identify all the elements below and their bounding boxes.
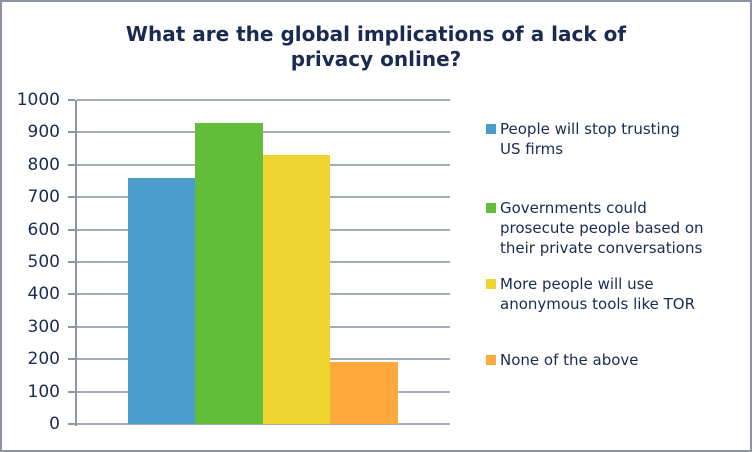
- chart-title: What are the global implications of a la…: [125, 22, 627, 71]
- y-axis-tick: [68, 196, 75, 199]
- legend-label: None of the above: [500, 351, 639, 369]
- y-axis-tick: [68, 423, 75, 425]
- y-axis-line: [75, 100, 77, 426]
- legend-item: Governments could prosecute people based…: [486, 198, 704, 258]
- bar-3: [262, 155, 331, 424]
- y-tick-label: 1000: [16, 90, 60, 110]
- legend-swatch: [486, 355, 496, 365]
- gridline: [77, 131, 450, 134]
- y-axis-tick: [68, 293, 75, 296]
- y-tick-label: 100: [27, 381, 60, 402]
- legend-swatch: [486, 203, 496, 213]
- legend-item: People will stop trusting US firms: [486, 119, 680, 159]
- y-axis-tick: [68, 325, 75, 328]
- legend-swatch: [486, 279, 496, 289]
- bar-2: [195, 122, 263, 424]
- y-axis-tick: [68, 163, 75, 166]
- y-axis-tick: [68, 261, 75, 263]
- gridline: [77, 99, 450, 101]
- legend-label: Governments could prosecute people based…: [500, 199, 704, 257]
- y-axis-tick: [68, 99, 75, 101]
- y-tick-label: 600: [27, 219, 60, 240]
- gridline: [77, 423, 450, 425]
- bar-4: [330, 362, 398, 424]
- y-axis-tick: [68, 358, 75, 361]
- plot-area: 0 100 200 300 400 500 600 700 800 900 1000: [17, 90, 450, 434]
- y-axis-tick: [68, 390, 75, 393]
- legend-item: None of the above: [486, 350, 639, 370]
- y-tick-label: 800: [27, 154, 60, 175]
- y-tick-label: 300: [27, 316, 60, 337]
- bar-1: [128, 177, 196, 424]
- legend-swatch: [486, 124, 496, 134]
- y-tick-label: 500: [27, 252, 60, 272]
- y-tick-label: 900: [27, 122, 60, 143]
- legend-item: More people will use anonymous tools lik…: [486, 274, 695, 314]
- y-axis-tick: [68, 131, 75, 134]
- legend: People will stop trusting US firms Govern…: [486, 2, 748, 450]
- y-tick-label: 200: [27, 349, 60, 370]
- y-tick-label: 700: [27, 187, 60, 208]
- y-tick-label: 400: [27, 284, 60, 305]
- legend-label: More people will use anonymous tools lik…: [500, 275, 695, 313]
- y-axis-tick: [68, 228, 75, 231]
- y-tick-label: 0: [49, 414, 60, 434]
- legend-label: People will stop trusting US firms: [500, 120, 680, 158]
